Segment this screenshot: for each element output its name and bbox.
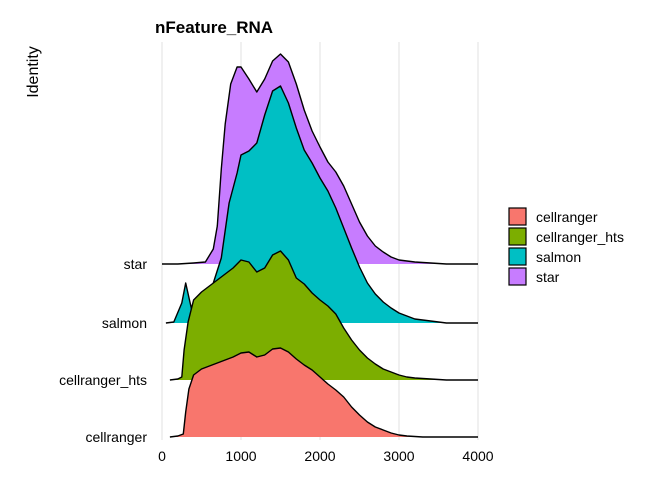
legend-label: cellranger	[536, 209, 598, 225]
y-tick-label: salmon	[102, 315, 147, 331]
x-tick-label: 0	[158, 448, 166, 464]
legend-label: cellranger_hts	[536, 229, 624, 245]
chart-title: nFeature_RNA	[155, 18, 273, 37]
y-tick-label: star	[124, 256, 148, 272]
legend-label: salmon	[536, 249, 581, 265]
legend-label: star	[536, 269, 560, 285]
y-tick-label: cellranger_hts	[59, 372, 147, 388]
ridge-outline-cellranger	[169, 347, 478, 438]
legend-swatch-cellranger_hts	[508, 227, 527, 246]
y-axis-title: Identity	[25, 46, 42, 98]
ridge-fill-cellranger	[169, 348, 478, 437]
legend-swatch-salmon	[508, 247, 527, 266]
x-tick-label: 2000	[304, 448, 335, 464]
legend-swatch-cellranger	[508, 207, 527, 226]
ridges	[162, 53, 478, 438]
x-tick-label: 4000	[462, 448, 493, 464]
ridge-fill-cellranger_hts	[169, 251, 478, 380]
y-axis-labels: cellranger cellranger_hts salmon star	[59, 256, 147, 445]
ridge-outline-cellranger_hts	[169, 250, 478, 381]
y-tick-label: cellranger	[86, 429, 148, 445]
x-tick-label: 1000	[225, 448, 256, 464]
legend-swatch-star	[508, 267, 527, 286]
x-tick-label: 3000	[383, 448, 414, 464]
x-axis-labels: 0 1000 2000 3000 4000	[158, 448, 494, 464]
ridge-outline-star	[162, 53, 478, 265]
